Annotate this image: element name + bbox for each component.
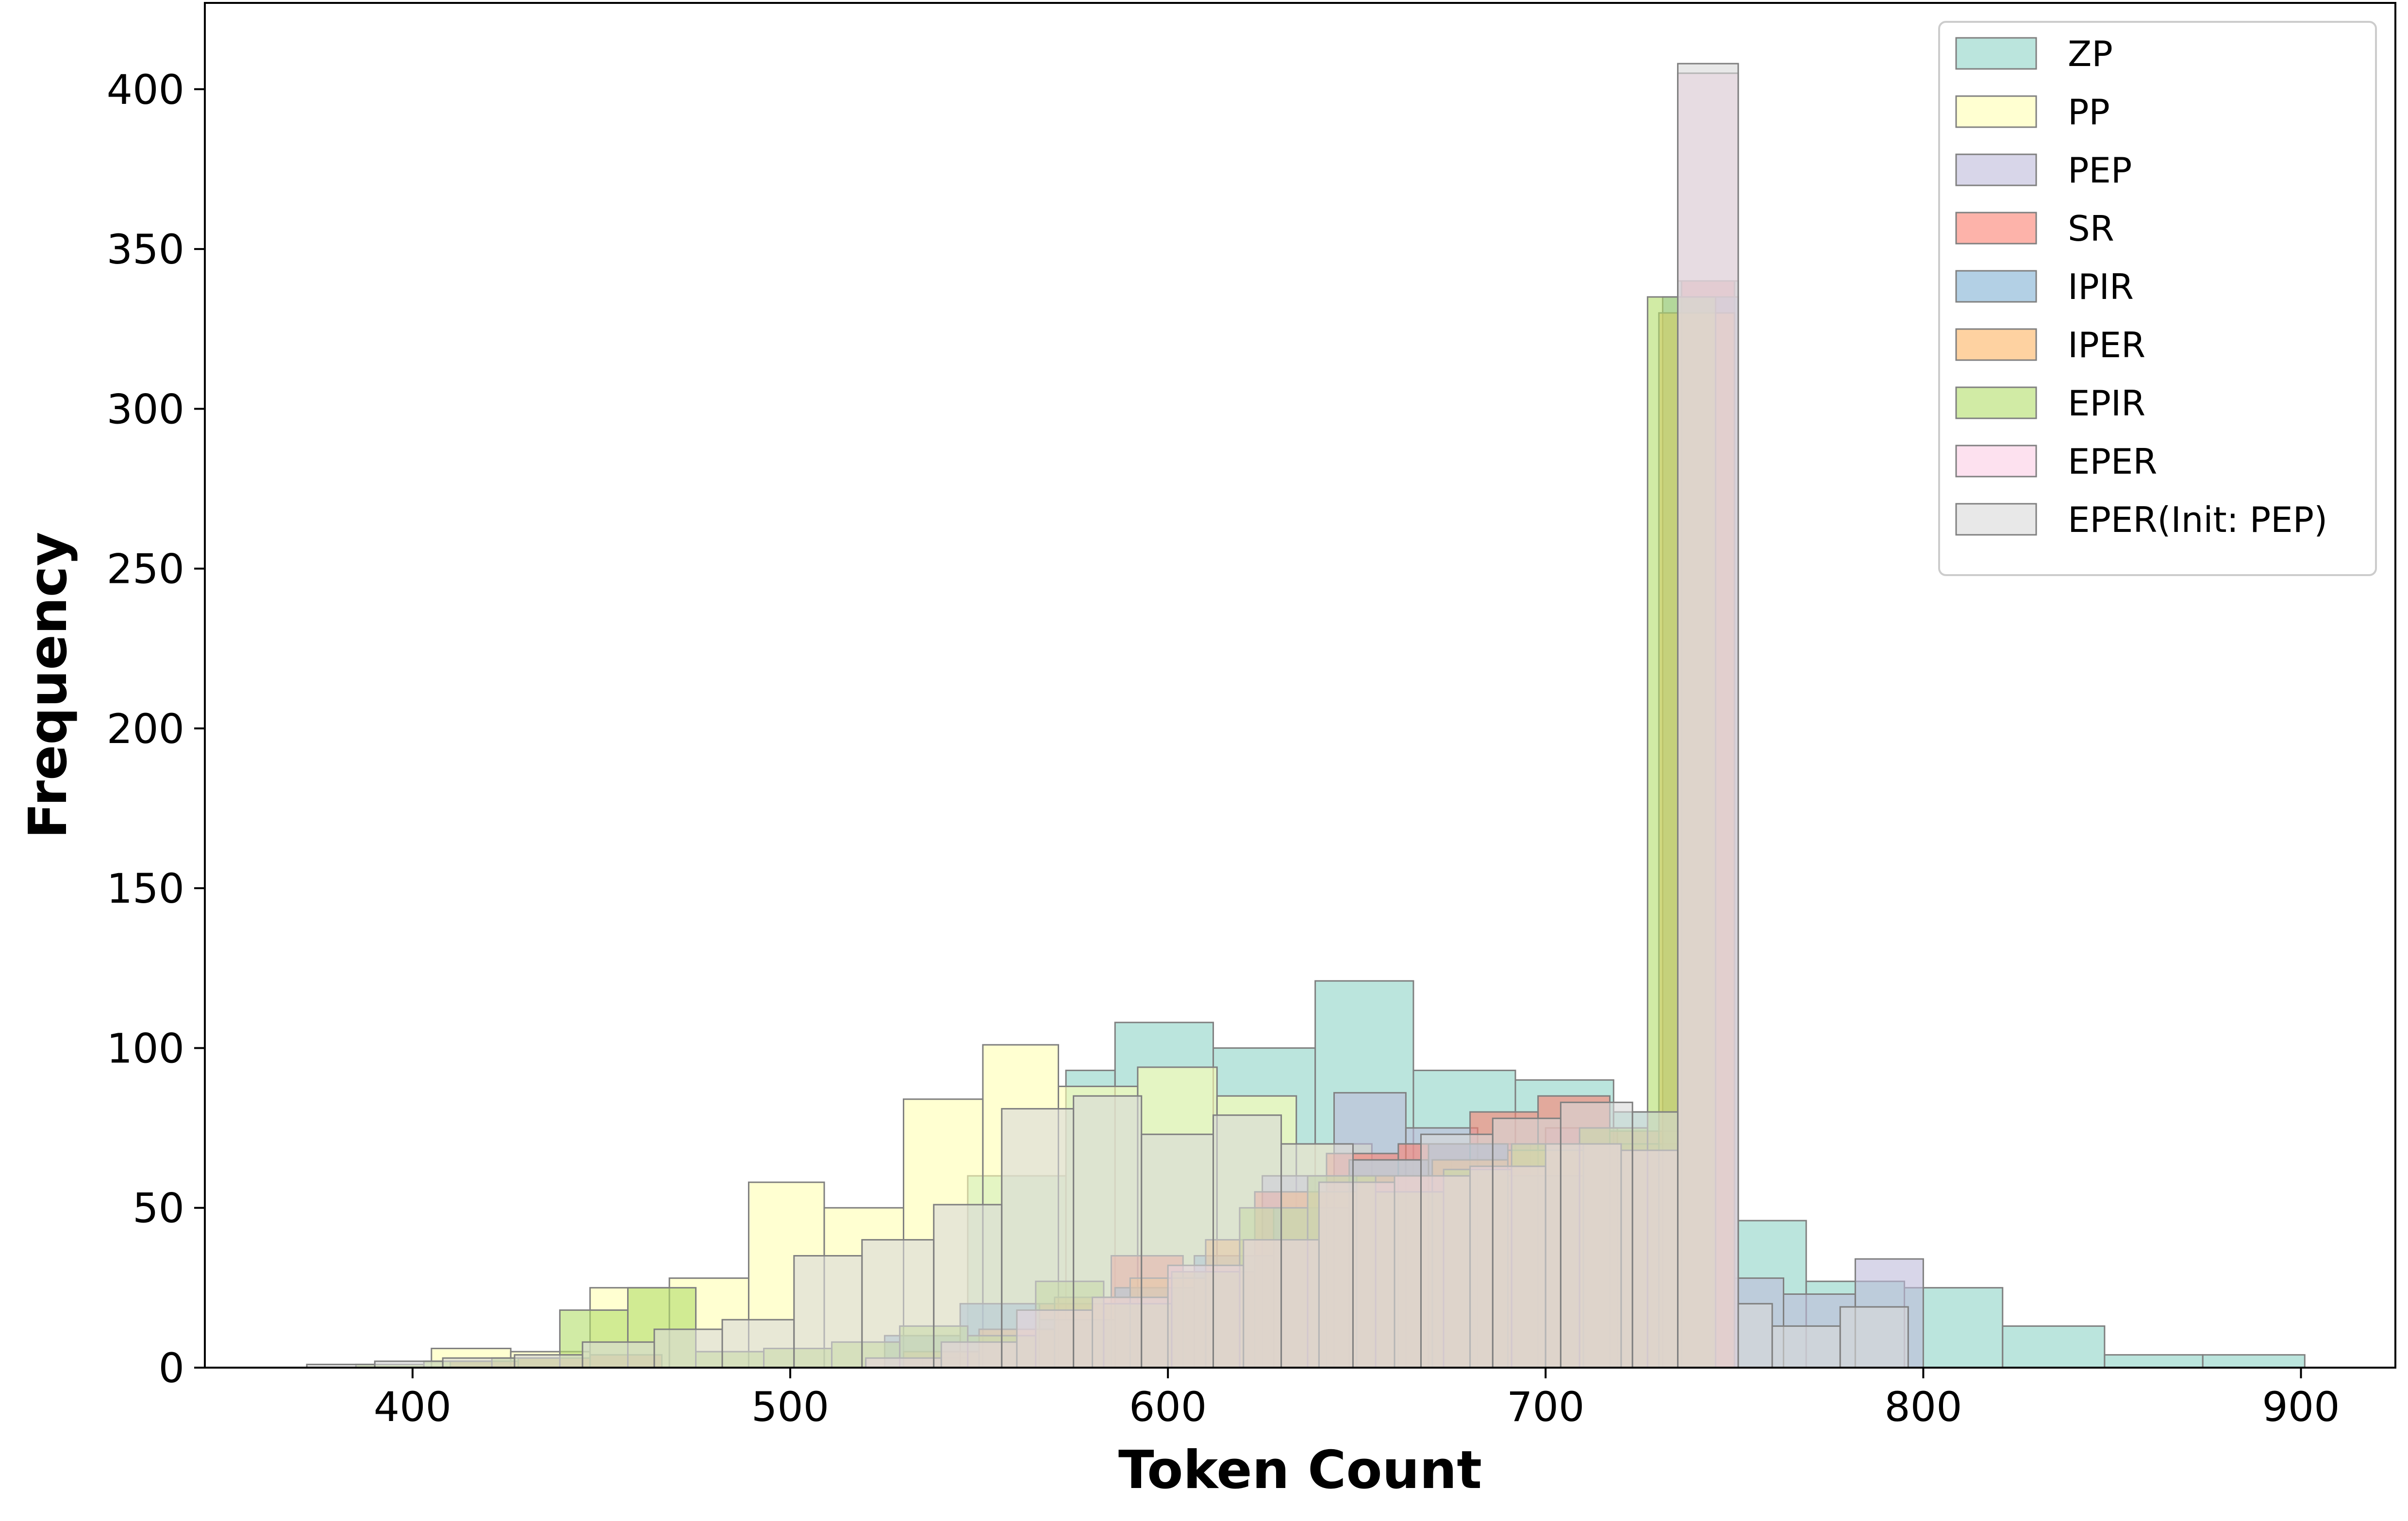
histogram-bar [442,1357,515,1369]
histogram-bar [1631,1111,1679,1369]
histogram-bar [1212,1114,1282,1369]
legend-label: IPER [2068,325,2145,365]
legend-swatch [1955,37,2037,70]
legend-frame [1938,21,2377,576]
histogram-bar [1073,1095,1143,1369]
series-8 [306,63,1909,1369]
histogram-bar [861,1239,935,1369]
legend-label: EPER(Init: PEP) [2068,499,2327,540]
x-tick-label: 700 [1507,1383,1584,1431]
legend-label: IPIR [2068,266,2134,307]
x-tick-label: 600 [1129,1383,1207,1431]
y-tick-label: 300 [107,385,184,433]
histogram-bar [1677,63,1739,1369]
legend-swatch [1955,328,2037,361]
y-tick-label: 200 [107,705,184,753]
legend-swatch [1955,445,2037,478]
legend-swatch [1955,386,2037,419]
x-tick-label: 900 [2262,1383,2340,1431]
y-tick-label: 100 [107,1025,184,1072]
x-tick-label: 800 [1884,1383,1962,1431]
x-tick-label: 400 [374,1383,451,1431]
histogram-bar [1839,1306,1909,1369]
histogram-bar [1141,1133,1214,1369]
plot-frame [204,2,2396,1369]
histogram-bar [1352,1159,1422,1369]
legend: ZP PP PEP SR IPIR IPER EPIR EPER EPER(Init: PEP) [1938,21,2377,576]
histogram-bar [933,1204,1003,1369]
legend-label: ZP [2068,33,2113,74]
legend-swatch [1955,503,2037,536]
histogram-bar [1737,1303,1773,1369]
y-tick-label: 150 [107,865,184,912]
x-axis-ticks: 400 500 600 700 800 900 [374,1368,2340,1431]
histogram-bar [2104,1354,2204,1369]
histogram-bar [2002,1325,2106,1369]
legend-swatch [1955,270,2037,303]
histogram-bar [1001,1108,1075,1369]
histogram-bar [1560,1101,1633,1369]
legend-label: PP [2068,92,2110,132]
histogram-bar [581,1341,655,1369]
y-axis-label: Frequency [18,532,79,839]
histogram-bar [793,1255,863,1369]
bars-layer [306,63,2306,1369]
histogram-bar [2202,1354,2306,1369]
histogram-bar [1280,1143,1354,1369]
y-tick-label: 0 [159,1344,184,1392]
legend-label: EPER [2068,441,2157,482]
legend-swatch [1955,153,2037,186]
legend-label: SR [2068,208,2114,249]
y-tick-label: 400 [107,66,184,114]
histogram-bar [1771,1325,1841,1369]
legend-swatch [1955,212,2037,245]
legend-label: EPIR [2068,383,2145,424]
x-tick-label: 500 [751,1383,829,1431]
legend-label: PEP [2068,150,2132,191]
histogram-bar [514,1354,583,1369]
histogram-bar [721,1319,795,1369]
y-axis-ticks: 0 50 100 150 200 250 300 350 400 [107,66,205,1392]
y-tick-label: 350 [107,226,184,273]
legend-swatch [1955,95,2037,128]
x-axis-label: Token Count [1118,1440,1482,1501]
histogram-bar [1492,1117,1561,1369]
y-tick-label: 250 [107,546,184,593]
histogram-bar [1420,1133,1494,1369]
histogram-bar [653,1328,723,1369]
y-tick-label: 50 [133,1185,184,1232]
